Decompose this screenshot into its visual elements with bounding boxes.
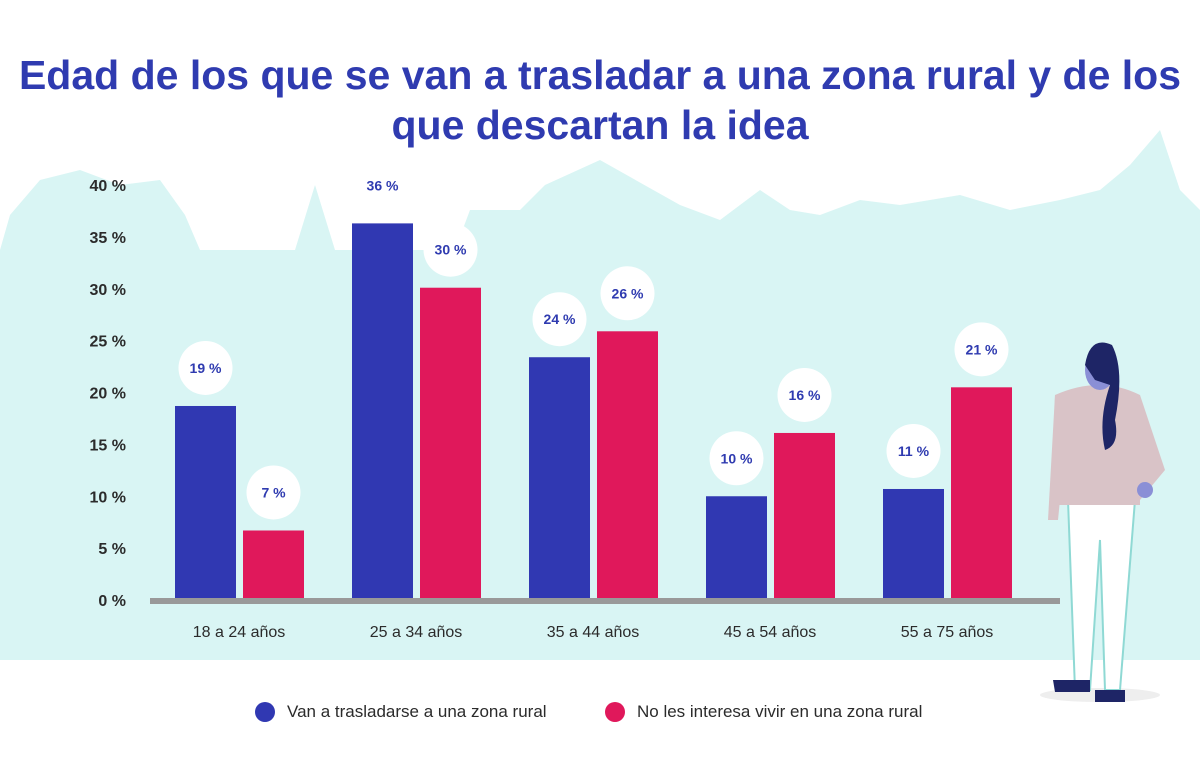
data-label-bubble [423, 222, 478, 277]
chart-title: Edad de los que se van a trasladar a una… [18, 52, 1182, 148]
woman-illustration [1040, 342, 1165, 702]
bar-1 [175, 405, 236, 600]
bar-1 [883, 488, 944, 600]
y-tick-label: 20 % [90, 386, 126, 403]
data-label: 10 % [721, 450, 753, 466]
y-tick-label: 10 % [90, 489, 126, 506]
data-label: 36 % [367, 177, 399, 193]
legend-label: Van a trasladarse a una zona rural [287, 702, 547, 721]
bar-2 [597, 331, 658, 600]
data-label-bubble [954, 322, 1009, 377]
y-tick-label: 25 % [90, 334, 126, 351]
legend-item-series-2: No les interesa vivir en una zona rural [605, 702, 922, 722]
x-tick-label: 35 a 44 años [547, 624, 640, 641]
y-axis: 0 % 5 % 10 % 15 % 20 % 25 % 30 % 35 % 40 % [90, 178, 126, 610]
data-label: 11 % [898, 443, 930, 459]
legend-label: No les interesa vivir en una zona rural [637, 702, 923, 721]
data-label: 7 % [261, 484, 286, 500]
bar-2 [420, 287, 481, 600]
data-label-bubble [355, 158, 410, 213]
data-label: 21 % [966, 341, 998, 357]
data-label-bubble [709, 431, 764, 486]
data-label: 19 % [190, 360, 222, 376]
y-tick-label: 0 % [98, 593, 126, 610]
data-label: 26 % [612, 285, 644, 301]
bars: 19 % 7 % 36 % 30 % 24 % 26 % 10 % 16 % 11 % 21 % [175, 158, 1012, 600]
data-label: 24 % [544, 311, 576, 327]
legend-swatch [255, 702, 275, 722]
y-tick-label: 40 % [90, 178, 126, 195]
bar-2 [951, 387, 1012, 600]
y-tick-label: 5 % [98, 541, 126, 558]
data-label-bubble [886, 423, 941, 478]
bar-1 [529, 357, 590, 600]
data-label-bubble [246, 465, 301, 520]
x-tick-label: 45 a 54 años [724, 624, 817, 641]
data-label-bubble [777, 367, 832, 422]
bar-1 [352, 223, 413, 600]
data-label: 30 % [435, 242, 467, 258]
bar-1 [706, 496, 767, 600]
x-tick-label: 25 a 34 años [370, 624, 463, 641]
data-label-bubble [178, 340, 233, 395]
bar-2 [774, 432, 835, 600]
x-tick-label: 55 a 75 años [901, 624, 994, 641]
legend-item-series-1: Van a trasladarse a una zona rural [255, 702, 547, 722]
x-tick-label: 18 a 24 años [193, 624, 286, 641]
x-axis-line [150, 598, 1060, 604]
y-tick-label: 30 % [90, 282, 126, 299]
data-label: 16 % [789, 387, 821, 403]
y-tick-label: 35 % [90, 230, 126, 247]
legend-swatch [605, 702, 625, 722]
data-label-bubble [532, 292, 587, 347]
bar-2 [243, 530, 304, 600]
data-label-bubble [600, 266, 655, 321]
y-tick-label: 15 % [90, 437, 126, 454]
x-axis: 18 a 24 años 25 a 34 años 35 a 44 años 45 a… [193, 624, 994, 641]
